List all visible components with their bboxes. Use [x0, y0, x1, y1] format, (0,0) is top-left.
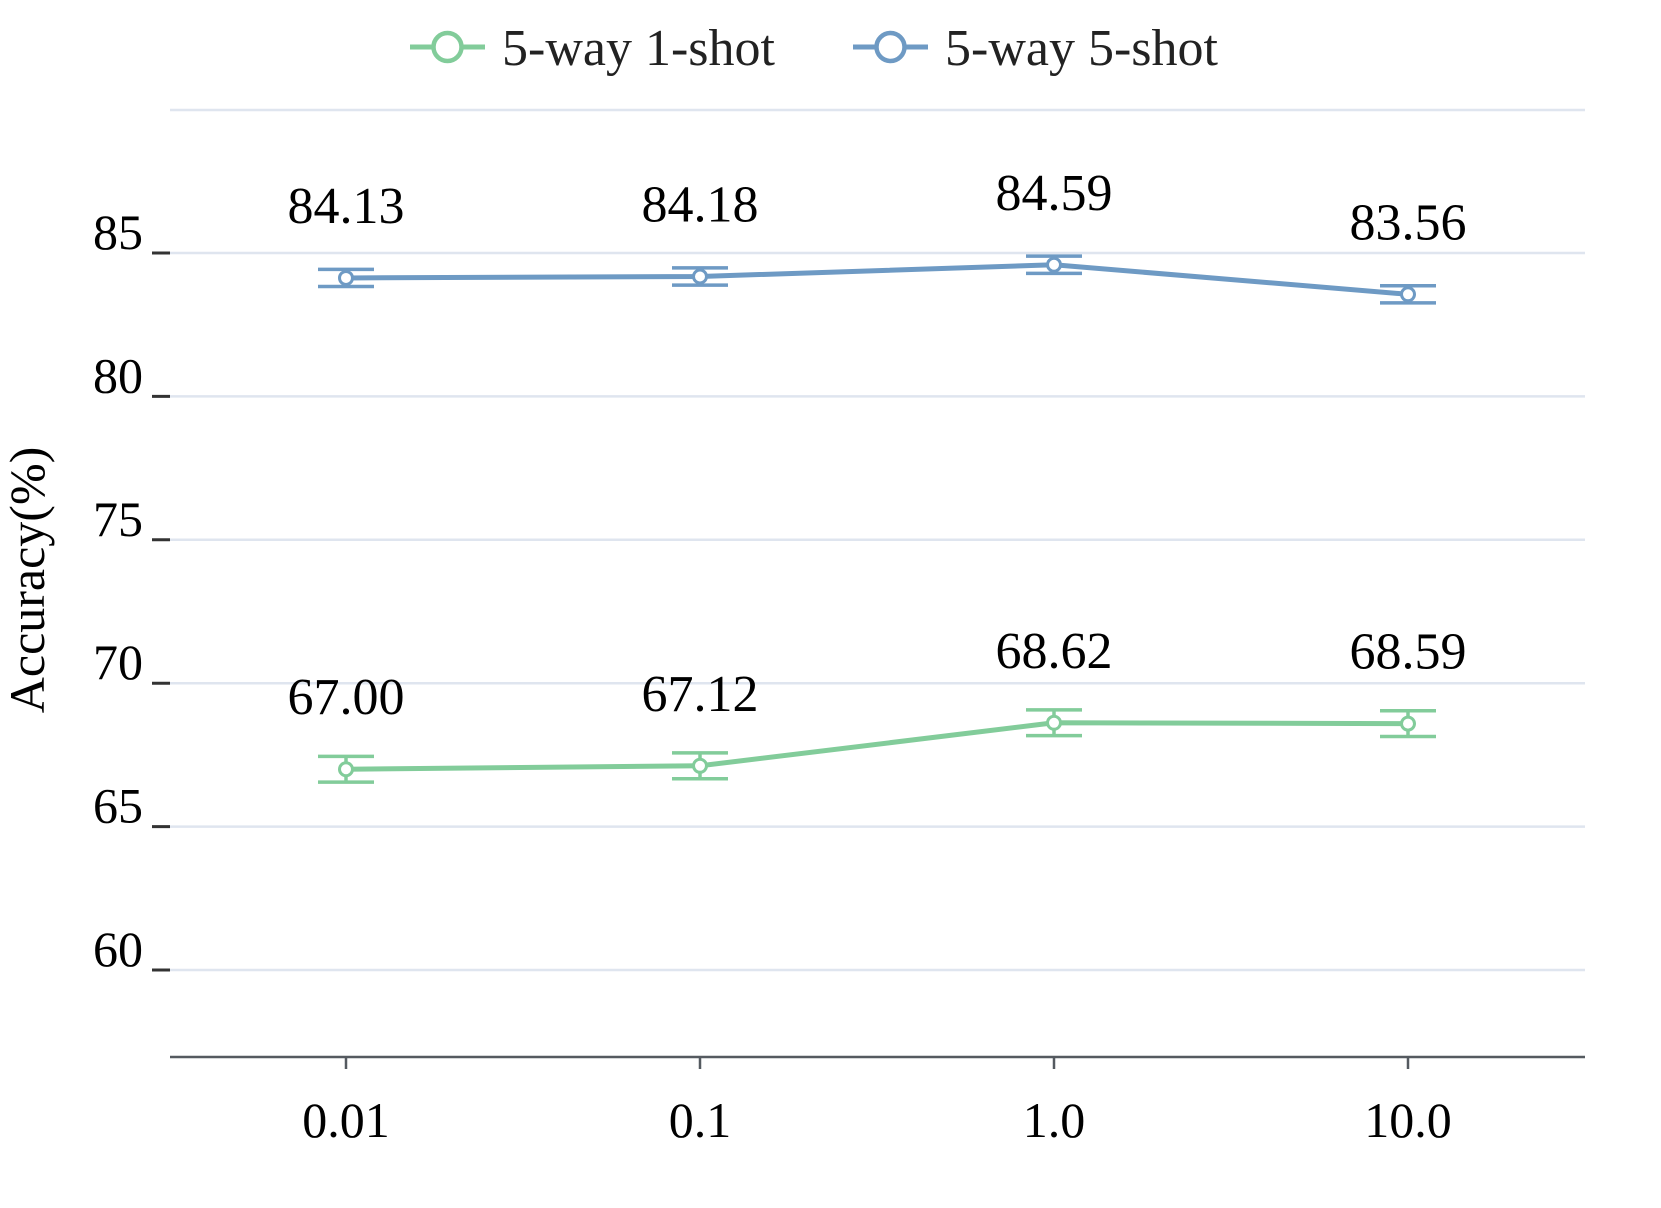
- x-tick-label-1: 0.1: [669, 1092, 732, 1148]
- data-label-1-3: 83.56: [1350, 194, 1467, 251]
- y-tick-label-65: 65: [93, 778, 143, 834]
- series-line-0: [345, 720, 1409, 772]
- point-0-1: [692, 757, 708, 774]
- series-line-1: [345, 262, 1409, 297]
- legend-marker-1: [874, 30, 907, 64]
- data-label-0-3: 68.59: [1350, 624, 1467, 681]
- point-1-1: [692, 268, 708, 285]
- point-1-3: [1400, 286, 1416, 303]
- grid-lines: [170, 108, 1585, 972]
- x-tick-label-2: 1.0: [1023, 1092, 1086, 1148]
- point-0-0: [338, 761, 354, 778]
- data-label-0-0: 67.00: [288, 669, 405, 726]
- point-1-2: [1046, 256, 1062, 273]
- data-label-0-1: 67.12: [642, 666, 759, 723]
- point-0-3: [1400, 715, 1416, 732]
- data-label-1-0: 84.13: [288, 178, 405, 235]
- series-0: 67.00 67.12 68.62 68.59: [288, 623, 1467, 784]
- y-tick-label-80: 80: [93, 347, 143, 403]
- y-tick-label-70: 70: [93, 634, 143, 690]
- series-layer: 67.00 67.12 68.62 68.59 84.13 84.18 84.59 83.56: [288, 165, 1467, 784]
- y-tick-label-85: 85: [93, 204, 143, 260]
- y-axis-title: Accuracy(%): [0, 447, 55, 713]
- x-axis: 0.01 0.1 1.0 10.0: [170, 1055, 1585, 1148]
- series-1: 84.13 84.18 84.59 83.56: [288, 165, 1467, 305]
- y-tick-label-75: 75: [93, 491, 143, 547]
- point-0-2: [1046, 714, 1062, 731]
- x-tick-label-3: 10.0: [1364, 1092, 1452, 1148]
- point-1-0: [338, 269, 354, 286]
- data-label-1-1: 84.18: [642, 177, 759, 234]
- data-label-1-2: 84.59: [996, 165, 1113, 222]
- data-label-0-2: 68.62: [996, 623, 1113, 680]
- legend-label-1: 5-way 5-shot: [945, 20, 1219, 77]
- legend: 5-way 1-shot 5-way 5-shot: [410, 20, 1219, 77]
- x-tick-label-0: 0.01: [302, 1092, 390, 1148]
- y-axis: 60 65 70 75 80 85: [93, 204, 170, 977]
- legend-marker-0: [431, 30, 464, 64]
- legend-label-0: 5-way 1-shot: [502, 20, 776, 77]
- y-tick-label-60: 60: [93, 921, 143, 977]
